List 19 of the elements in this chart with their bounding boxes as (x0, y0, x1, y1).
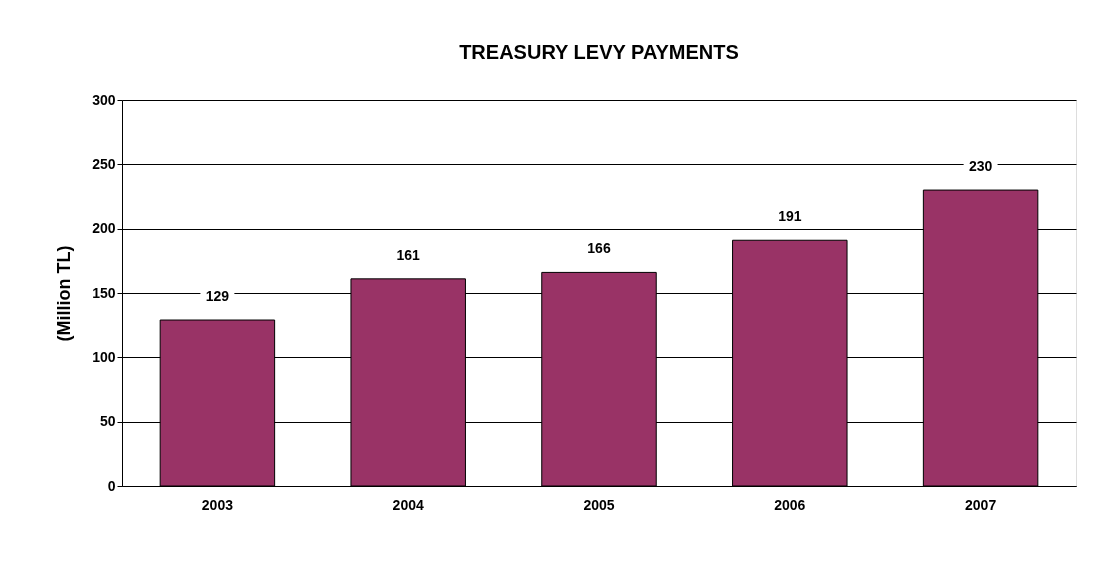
y-tick-label: 250 (92, 155, 116, 172)
x-tick-label: 2004 (392, 496, 424, 513)
y-tick-label: 150 (92, 284, 116, 301)
data-label: 230 (968, 158, 993, 175)
data-label: 166 (587, 240, 611, 257)
x-tick-label: 2007 (965, 496, 997, 513)
y-tick-label: 200 (92, 220, 116, 237)
y-axis-title: (Million TL) (54, 245, 75, 342)
chart-title: TREASURY LEVY PAYMENTS (459, 41, 739, 63)
y-tick-label: 0 (107, 477, 116, 494)
data-label: 191 (778, 208, 802, 225)
y-tick-label: 100 (92, 348, 116, 365)
x-tick-label: 2003 (201, 496, 234, 513)
x-tick-label: 2006 (774, 496, 806, 513)
y-tick-label: 50 (99, 413, 116, 430)
data-label: 129 (205, 288, 230, 305)
data-label: 161 (396, 246, 421, 263)
y-tick-label: 300 (92, 91, 116, 108)
x-tick-label: 2005 (583, 496, 615, 513)
